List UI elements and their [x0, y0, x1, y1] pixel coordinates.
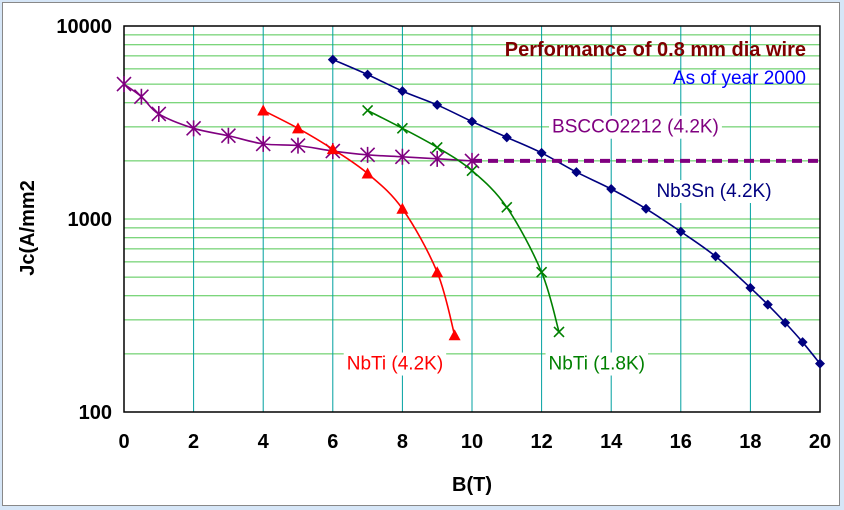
data-point: [432, 99, 443, 110]
y-axis-title: Jc(A/mm2: [17, 180, 39, 276]
data-point: [292, 122, 304, 134]
data-point: [327, 54, 338, 65]
x-tick-label: 4: [258, 431, 270, 453]
data-point: [797, 337, 808, 348]
series-labels: BSCCO2212 (4.2K) Nb3Sn (4.2K) NbTi (4.2K) N…: [343, 115, 775, 376]
series-1: [116, 76, 820, 169]
series-label-text: NbTi (4.2K): [347, 354, 443, 375]
data-point: [466, 165, 478, 177]
series-2: [257, 104, 461, 341]
x-tick-label: 20: [809, 431, 831, 453]
data-point: [571, 167, 582, 178]
x-tick-label: 0: [118, 431, 129, 453]
series-label: NbTi (4.2K): [343, 352, 447, 376]
y-tick-label: 1000: [68, 209, 113, 231]
series-label-text: BSCCO2212 (4.2K): [552, 117, 719, 138]
x-tick-label: 6: [327, 431, 338, 453]
x-tick-label: 12: [530, 431, 552, 453]
series-label-background: [549, 115, 722, 139]
series-label-background: [343, 352, 447, 376]
data-point: [151, 105, 167, 122]
data-point: [762, 299, 773, 310]
x-axis-title: B(T): [452, 474, 492, 496]
series-3: [362, 104, 565, 338]
data-point: [397, 86, 408, 97]
data-point: [396, 122, 408, 134]
data-point: [429, 150, 445, 167]
y-tick-label: 10000: [56, 16, 112, 38]
data-point: [501, 201, 513, 213]
data-point: [536, 266, 548, 278]
chart-title: Performance of 0.8 mm dia wire: [505, 39, 806, 61]
series-label-background: [545, 352, 648, 376]
x-tick-label: 10: [461, 431, 483, 453]
plot-area-border: [123, 25, 821, 413]
data-point: [360, 146, 376, 163]
data-point: [394, 148, 410, 165]
data-point: [431, 141, 443, 153]
data-point: [815, 358, 825, 369]
series-label-background: [653, 180, 775, 204]
x-tick-label: 8: [397, 431, 408, 453]
data-point: [396, 202, 409, 214]
data-point: [257, 104, 270, 116]
data-point: [326, 143, 339, 155]
data-point: [467, 116, 477, 127]
data-point: [431, 266, 444, 278]
series-0: [327, 54, 825, 369]
data-point: [641, 203, 651, 214]
data-point: [220, 127, 236, 144]
series-label: Nb3Sn (4.2K): [653, 180, 775, 204]
x-tick-label: 18: [739, 431, 761, 453]
data-point: [290, 137, 306, 154]
series-line: [367, 109, 560, 333]
data-point: [501, 132, 512, 143]
series-layer: [116, 54, 825, 369]
x-tick-label: 14: [600, 431, 623, 453]
data-point: [448, 329, 461, 341]
chart-subtitle: As of year 2000: [673, 68, 806, 89]
x-tick-label: 2: [188, 431, 199, 453]
data-point: [362, 69, 373, 80]
data-point: [710, 251, 721, 262]
data-point: [553, 326, 565, 338]
data-point: [362, 104, 374, 117]
series-label: NbTi (1.8K): [545, 352, 648, 376]
data-point: [361, 167, 374, 179]
data-point: [780, 317, 791, 328]
data-point: [186, 120, 202, 137]
data-point: [606, 184, 617, 195]
data-point: [116, 76, 132, 93]
data-point: [745, 282, 756, 293]
data-point: [536, 147, 547, 158]
series-label: BSCCO2212 (4.2K): [549, 115, 722, 139]
data-point: [133, 88, 149, 105]
x-tick-label: 16: [670, 431, 692, 453]
series-line: [262, 109, 456, 336]
data-point: [675, 226, 686, 237]
y-tick-label: 100: [79, 402, 112, 424]
tick-labels: 0 2 4 6 8 10 12 14 16 18 20 100 1000 10000: [56, 16, 831, 453]
series-label-text: NbTi (1.8K): [549, 354, 645, 375]
data-point: [255, 135, 271, 152]
series-label-text: Nb3Sn (4.2K): [656, 181, 771, 202]
